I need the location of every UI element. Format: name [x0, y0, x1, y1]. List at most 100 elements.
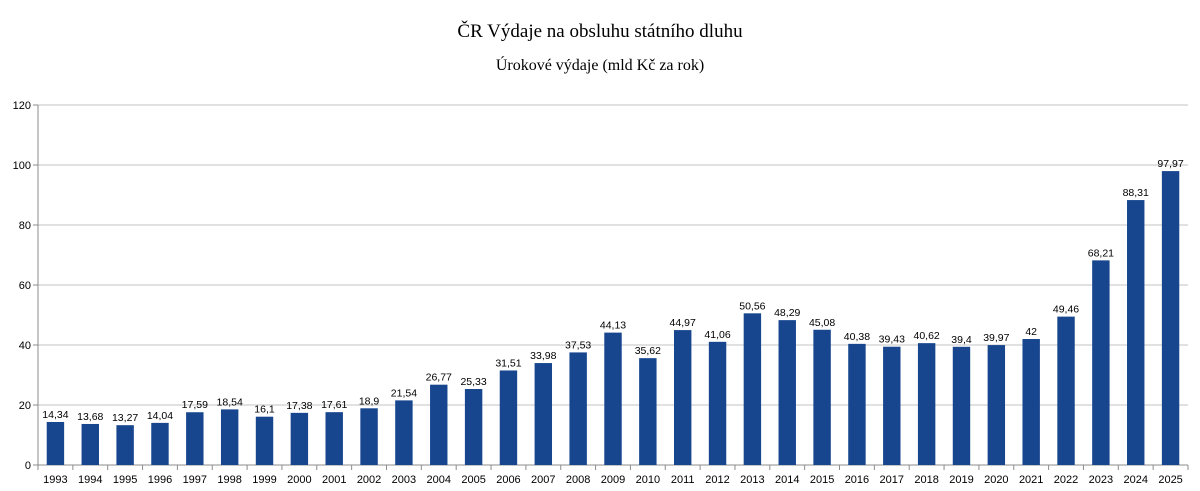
x-tick-label: 2003 [392, 474, 416, 486]
x-tick-label: 2013 [740, 474, 764, 486]
data-label: 44,97 [670, 317, 696, 329]
chart-subtitle: Úrokové výdaje (mld Kč za rok) [496, 55, 704, 74]
y-tick-label: 0 [25, 460, 31, 472]
bar [395, 400, 413, 465]
data-label: 14,04 [147, 410, 173, 422]
x-tick-label: 1995 [113, 474, 137, 486]
data-labels: 14,34 13,68 13,27 14,04 17,59 18,54 16,1 17,38 1… [42, 158, 1184, 424]
bar [917, 343, 936, 465]
bar [499, 370, 518, 465]
bar [46, 421, 65, 465]
x-tick-label: 2010 [636, 474, 660, 486]
bar [220, 409, 239, 465]
data-label: 13,27 [112, 412, 138, 424]
y-tick-label: 40 [19, 340, 31, 352]
bar [325, 412, 343, 465]
x-tick-label: 2019 [949, 474, 973, 486]
bar [534, 363, 553, 465]
x-tick-label: 1997 [183, 474, 207, 486]
bar [569, 352, 587, 465]
y-axis: 0 20 40 60 80 100 120 [13, 100, 39, 472]
x-tick-label: 2017 [880, 474, 904, 486]
data-label: 25,33 [460, 376, 486, 388]
data-label: 35,62 [635, 345, 661, 357]
x-tick-label: 2016 [845, 474, 869, 486]
x-tick-label: 2002 [357, 474, 381, 486]
bar [1127, 200, 1145, 465]
data-label: 42 [1025, 326, 1037, 338]
data-label: 40,38 [844, 331, 870, 343]
bar [1022, 339, 1040, 465]
x-tick-label: 2023 [1089, 474, 1113, 486]
y-tick-label: 80 [19, 220, 31, 232]
data-label: 18,9 [359, 395, 380, 407]
bar [1161, 171, 1180, 465]
data-label: 49,46 [1053, 304, 1079, 316]
bar [464, 389, 483, 465]
data-label: 39,43 [879, 334, 905, 346]
data-label: 39,4 [951, 334, 972, 346]
data-label: 17,38 [286, 400, 312, 412]
bars [46, 171, 1180, 465]
x-tick-label: 1996 [148, 474, 172, 486]
bar [255, 416, 274, 465]
bar [604, 332, 622, 465]
data-label: 33,98 [530, 350, 556, 362]
chart-title: ČR Výdaje na obsluhu státního dluhu [457, 20, 743, 42]
x-tick-label: 1998 [217, 474, 241, 486]
bar [708, 341, 727, 465]
x-tick-label: 2020 [984, 474, 1008, 486]
data-label: 40,62 [913, 330, 939, 342]
bar [639, 358, 657, 465]
x-tick-label: 2018 [914, 474, 938, 486]
x-tick-label: 2024 [1123, 474, 1147, 486]
bar [81, 423, 99, 465]
bar [743, 313, 762, 465]
data-label: 44,13 [600, 320, 626, 332]
data-label: 18,54 [217, 396, 243, 408]
y-tick-label: 120 [13, 100, 31, 112]
bar [360, 408, 378, 465]
x-tick-label: 2009 [601, 474, 625, 486]
x-tick-label: 2001 [322, 474, 346, 486]
bar [883, 346, 901, 465]
x-axis: 1993 1994 1995 1996 1997 1998 1999 2000 2001 2002… [37, 465, 1189, 486]
y-tick-label: 100 [13, 160, 31, 172]
data-label: 17,59 [182, 399, 208, 411]
data-label: 13,68 [77, 411, 103, 423]
y-tick-label: 60 [19, 280, 31, 292]
data-label: 31,51 [495, 357, 521, 369]
x-tick-label: 2005 [461, 474, 485, 486]
data-label: 26,77 [426, 372, 452, 384]
bar [116, 425, 134, 465]
bar [1092, 260, 1110, 465]
bar [778, 320, 796, 465]
x-tick-label: 1993 [43, 474, 67, 486]
bar [813, 329, 831, 465]
bar [848, 343, 866, 465]
data-label: 45,08 [809, 317, 835, 329]
data-label: 41,06 [704, 329, 730, 341]
data-label: 21,54 [391, 387, 417, 399]
x-tick-label: 1994 [78, 474, 102, 486]
bar [430, 384, 448, 465]
bar [186, 412, 204, 465]
x-tick-label: 2015 [810, 474, 834, 486]
bar [290, 412, 309, 465]
x-tick-label: 2000 [287, 474, 311, 486]
data-label: 97,97 [1157, 158, 1183, 170]
data-label: 16,1 [254, 404, 275, 416]
data-label: 88,31 [1123, 187, 1149, 199]
x-tick-label: 2006 [496, 474, 520, 486]
x-tick-label: 2007 [531, 474, 555, 486]
data-label: 50,56 [739, 300, 765, 312]
x-tick-label: 2008 [566, 474, 590, 486]
x-tick-label: 2012 [705, 474, 729, 486]
y-tick-label: 20 [19, 400, 31, 412]
bar [673, 330, 692, 465]
data-label: 37,53 [565, 339, 591, 351]
bar [151, 422, 169, 465]
data-label: 39,97 [983, 332, 1009, 344]
x-tick-label: 2004 [427, 474, 451, 486]
